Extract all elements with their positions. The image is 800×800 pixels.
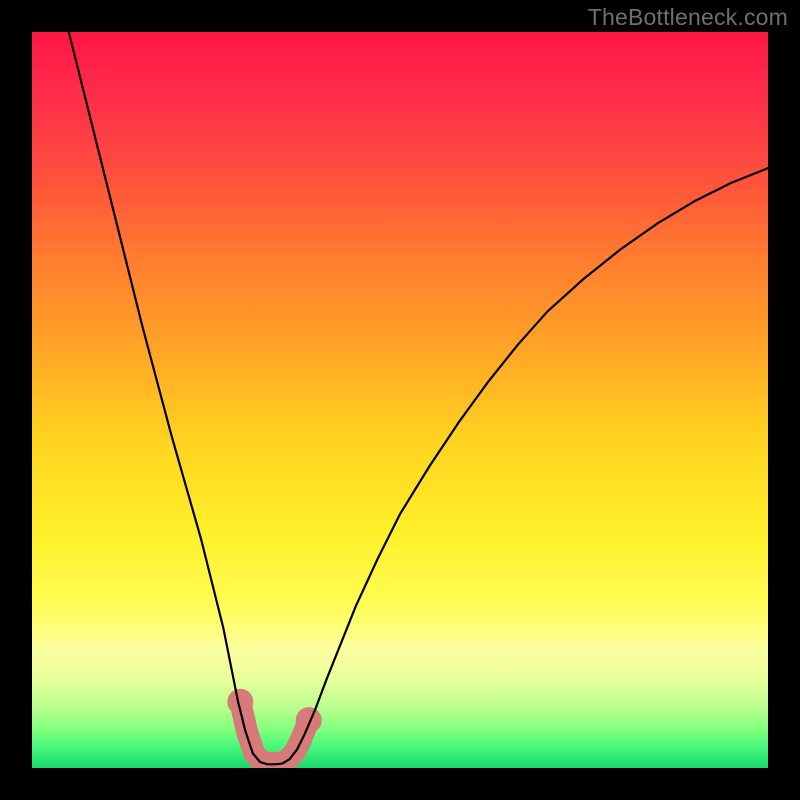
watermark-text: TheBottleneck.com	[588, 4, 788, 31]
chart-frame: TheBottleneck.com	[0, 0, 800, 800]
curve-layer	[0, 0, 800, 800]
highlight-endpoint	[296, 707, 322, 733]
bottleneck-curve	[69, 32, 768, 764]
bottleneck-highlight	[240, 702, 308, 763]
